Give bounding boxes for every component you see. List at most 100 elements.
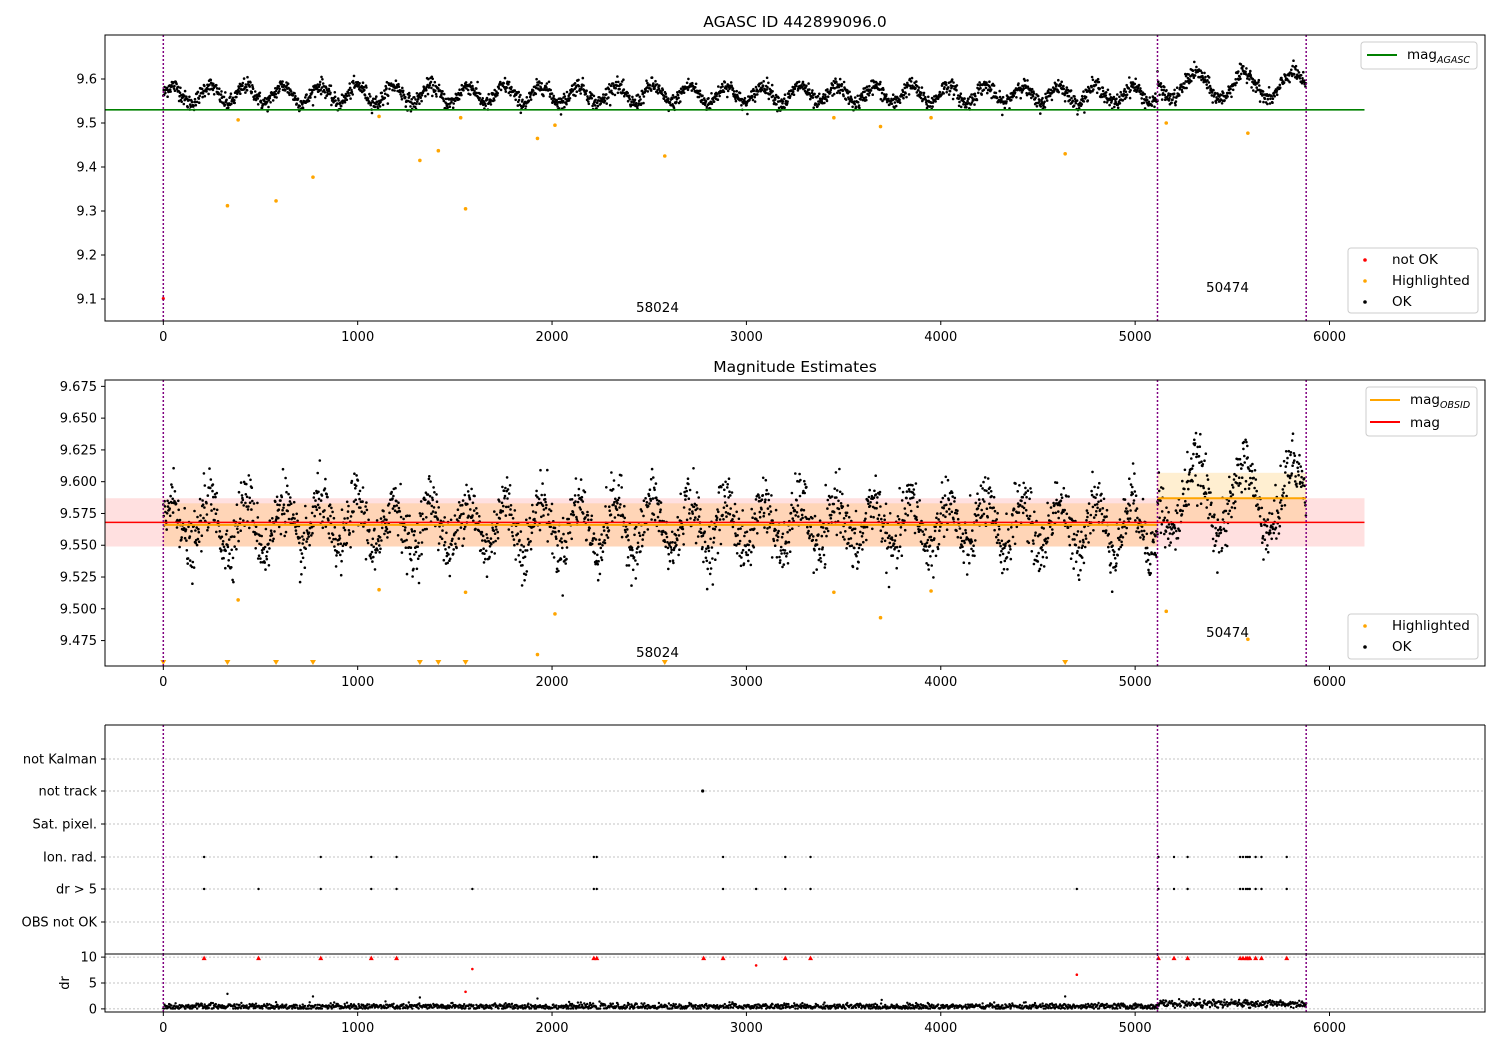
panel2-ok-point — [673, 541, 677, 544]
panel2-ok-point — [950, 491, 954, 495]
panel2-ok-point — [324, 525, 328, 528]
panel2-ok-point — [826, 529, 830, 533]
panel1-ok-point — [450, 100, 453, 104]
panel2-ok-point — [691, 512, 694, 515]
panel2-ok-point — [466, 502, 469, 506]
panel2-ok-point — [864, 517, 867, 521]
panel2-ok-point — [779, 559, 782, 562]
panel1-ok-point — [967, 97, 970, 101]
panel2-ok-point — [820, 534, 824, 538]
panel2-ok-point — [639, 550, 642, 553]
panel2-ok-point — [1027, 541, 1031, 545]
panel1-ok-point — [271, 99, 275, 102]
panel1-ok-point — [1087, 87, 1091, 90]
panel1-ok-point — [1043, 100, 1046, 104]
panel2-ok-point — [1076, 549, 1079, 553]
panel2-ok-point — [1042, 565, 1046, 568]
panel1-ok-point — [910, 76, 914, 80]
panel2-ok-point — [591, 539, 594, 542]
panel1-ok-point — [458, 88, 461, 91]
panel2-ok-point — [272, 537, 275, 541]
panel2-ok-point — [259, 557, 262, 560]
panel2-ok-point — [557, 529, 561, 533]
panel2-ok-point — [889, 545, 893, 549]
panel1-ok-point — [694, 82, 698, 86]
panel2-ok-point — [962, 550, 965, 553]
panel2-ok-point — [953, 496, 957, 500]
panel1-ok-point — [617, 80, 620, 84]
panel1-ok-point — [1091, 78, 1095, 82]
panel1-ok-point — [1110, 99, 1113, 102]
panel1-ok-point — [1044, 92, 1047, 96]
panel2-ok-point — [298, 541, 301, 545]
panel2-ok-point — [1115, 562, 1118, 565]
panel2-ok-point — [286, 509, 290, 513]
panel2-ok-point — [421, 512, 424, 516]
panel1-ok-point — [831, 83, 835, 87]
panel1-ok-point — [763, 87, 766, 91]
panel1-ok-point — [201, 92, 205, 95]
panel1-ok-point — [548, 95, 552, 98]
panel1-ok-point — [415, 102, 418, 106]
panel1-ok-point — [1037, 98, 1041, 101]
panel1-xtick-label-1000: 1000 — [341, 330, 374, 345]
panel2-ok-point — [282, 503, 286, 507]
panel1-ok-point — [517, 90, 520, 94]
panel1-ok-point — [610, 89, 613, 93]
panel1-ok-point — [1252, 89, 1255, 92]
panel2-ok-point — [832, 502, 836, 506]
panel2-ok-point — [652, 486, 656, 490]
panel2-ok-point — [164, 510, 167, 514]
panel2-ok-point — [915, 501, 919, 504]
panel1-ok-point — [452, 102, 456, 105]
panel2-ok-point — [211, 489, 214, 493]
panel2-ok-point — [511, 517, 515, 520]
panel2-ok-point — [357, 492, 361, 496]
panel1-ok-point — [241, 81, 245, 85]
panel2-ok-point — [763, 526, 766, 529]
panel1-ok-point — [878, 82, 882, 86]
panel1-ok-point — [1302, 70, 1305, 74]
panel2-ok-point — [562, 532, 565, 536]
panel2-ok-point — [898, 486, 901, 490]
panel1-ok-point — [349, 97, 352, 100]
panel1-highlighted-point — [463, 207, 468, 211]
panel2-ok-point — [256, 501, 259, 505]
panel1-ok-point — [1193, 60, 1196, 64]
panel2-ok-point — [165, 528, 168, 531]
panel2-ok-point — [735, 544, 738, 547]
panel1-ok-point — [183, 94, 186, 97]
panel2-ok-point — [230, 535, 234, 538]
panel1-title: AGASC ID 442899096.0 — [703, 13, 887, 31]
panel2-ok-point — [740, 551, 744, 554]
panel2-ok-point — [735, 552, 739, 555]
panel2-ok-point — [875, 507, 878, 510]
panel2-ok-point — [168, 514, 172, 518]
panel2-ok-point — [301, 535, 304, 538]
panel2-ok-point — [623, 528, 627, 532]
panel2-ok-point — [1114, 569, 1117, 572]
panel2-ok-point — [853, 546, 856, 550]
panel2-ok-point — [629, 548, 632, 551]
panel2-ok-point — [171, 497, 174, 501]
panel2-ok-point — [540, 515, 543, 519]
panel2-ok-point — [693, 518, 696, 522]
panel2-ok-point — [196, 515, 199, 519]
panel2-ok-point — [1017, 511, 1021, 514]
panel1-ok-point — [664, 95, 668, 98]
panel2-ok-point — [658, 519, 662, 523]
panel2-ok-point — [437, 542, 441, 545]
panel2-ok-point — [343, 517, 346, 520]
panel2-ok-point — [218, 530, 222, 533]
panel2-ok-point — [631, 568, 635, 572]
panel2-ok-point — [947, 498, 951, 502]
panel1-ok-point — [970, 93, 973, 96]
panel2-ok-point — [677, 553, 680, 557]
panel2-ok-point — [971, 529, 974, 532]
panel2-ok-point — [865, 525, 869, 529]
panel1-ok-point — [285, 84, 289, 87]
panel1-ok-point — [965, 106, 968, 109]
panel1-ok-point — [942, 92, 945, 95]
panel1-ok-point — [1235, 81, 1238, 85]
panel2-ok-point — [1107, 550, 1111, 553]
